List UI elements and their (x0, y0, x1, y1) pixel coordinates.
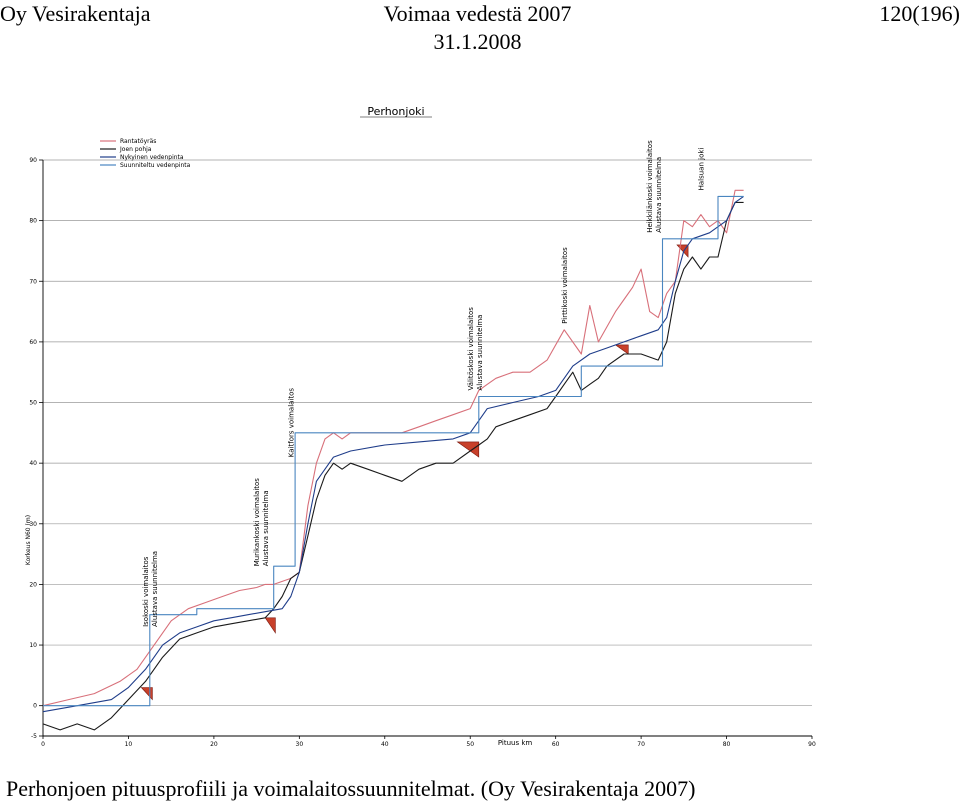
annotation-label: Kaitfors voimalaitos (287, 388, 295, 458)
x-tick-label: 70 (637, 741, 645, 748)
x-tick-label: 60 (552, 741, 560, 748)
annotation-sublabel: Alustava suunnitelma (151, 551, 159, 627)
annotation-sublabel: Alustava suunnitelma (476, 315, 484, 391)
series-line (42, 201, 744, 731)
annotation-label: Halsuan joki (698, 148, 706, 191)
legend-label: Nykyinen vedenpinta (120, 154, 184, 161)
annotation-sublabel: Alustava suunnitelma (262, 490, 270, 566)
y-tick-label: 50 (29, 400, 37, 407)
annotation-label: Pirttikoski voimalaitos (561, 247, 569, 324)
x-tick-label: 30 (296, 741, 304, 748)
x-tick-label: 10 (125, 741, 133, 748)
header-center-title: Voimaa vedestä 2007 (383, 1, 572, 26)
y-axis-label: Korkeus N60 (m) (25, 515, 32, 565)
caption: Perhonjoen pituusprofiili ja voimalaitos… (6, 776, 696, 801)
annotation-label: Välitöskoski voimalaitos (467, 307, 475, 391)
legend-label: Suunniteltu vedenpinta (120, 162, 191, 169)
y-tick-label: 10 (29, 642, 37, 649)
x-tick-label: 50 (466, 741, 474, 748)
y-tick-label: 40 (29, 460, 37, 467)
series-line (43, 195, 744, 707)
chart-title: Perhonjoki (367, 105, 424, 118)
y-tick-label: 20 (29, 581, 37, 588)
legend-label: Joen pohja (119, 146, 152, 153)
filled-region (140, 687, 153, 701)
annotation-label: Isokoski voimalaitos (142, 556, 150, 627)
header-center: Voimaa vedestä 2007 31.1.2008 (375, 0, 580, 56)
series-line (42, 189, 744, 707)
grid: -5 0 10 20 30 40 50 60 70 80 90 0 10 20 30 40 50 60 70 80 90 (29, 157, 816, 748)
x-axis-label: Pituus km (498, 739, 533, 747)
y-tick-label: 70 (29, 278, 37, 285)
series (42, 189, 744, 731)
annotation-label: Heikkilänkoski voimalaitos (646, 140, 654, 233)
header-right: 120(196) (879, 1, 960, 26)
filled-regions (140, 244, 689, 701)
x-tick-label: 90 (808, 741, 816, 748)
y-tick-label: 80 (29, 218, 37, 225)
filled-region (456, 441, 480, 458)
legend-label: Rantatöyräs (120, 138, 156, 145)
series-line (42, 195, 744, 713)
chart: Perhonjoki -5 0 10 20 30 40 50 60 70 80 90 0 10 20 30 4… (25, 105, 816, 748)
y-tick-label: -5 (31, 733, 37, 740)
header-center-date: 31.1.2008 (433, 29, 522, 54)
annotation-label: Murikankoski voimalaitos (253, 478, 261, 567)
annotations: Isokoski voimalaitos Alustava suunnitelma… (142, 140, 705, 627)
y-tick-label: 0 (33, 703, 37, 710)
x-tick-label: 40 (381, 741, 389, 748)
filled-region (264, 617, 276, 634)
filled-region (614, 344, 629, 355)
annotation-sublabel: Alustava suunnitelma (655, 157, 663, 233)
y-tick-label: 30 (29, 521, 37, 528)
x-tick-label: 80 (723, 741, 731, 748)
header-left: Oy Vesirakentaja (0, 1, 151, 26)
y-tick-label: 90 (29, 157, 37, 164)
x-tick-label: 0 (41, 741, 45, 748)
x-tick-label: 20 (210, 741, 218, 748)
y-tick-label: 60 (29, 339, 37, 346)
